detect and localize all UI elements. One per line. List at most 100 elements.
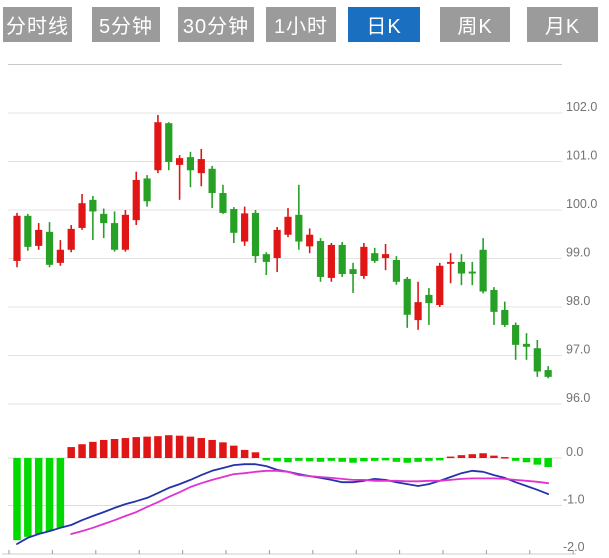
macd-histogram-bar [132,437,140,458]
candle-body [533,348,541,372]
macd-dea-line [70,469,550,535]
macd-histogram-bar [436,458,444,461]
macd-histogram-bar [327,458,336,461]
candle-body [24,215,32,247]
macd-histogram-bar [78,444,86,458]
candle-body [45,231,54,265]
macd-histogram-bar [522,458,531,463]
candle-body [425,294,433,304]
candle-body [251,212,260,257]
tab-1hour[interactable]: 1小时 [266,7,336,42]
candle-body [13,215,21,261]
macd-histogram-bar [251,452,260,458]
macd-histogram-bar [186,436,195,458]
interval-tabbar: 分时线 5分钟 30分钟 1小时 日K 周K 月K [0,0,609,49]
macd-histogram-bar [175,435,184,458]
candle-body [208,168,216,194]
candle-body [349,269,357,275]
macd-histogram-bar [56,458,65,528]
tab-30min[interactable]: 30分钟 [178,7,254,42]
tab-monthly[interactable]: 月K [527,7,598,42]
macd-histogram-bar [230,445,238,458]
macd-histogram-bar [67,447,75,458]
candle-body [468,271,476,274]
candle-body [78,203,86,228]
macd-histogram-bar [24,458,32,537]
macd-axis-label: -2.0 [563,540,585,554]
price-axis-label: 96.0 [566,391,590,405]
price-axis-label: 100.0 [566,197,597,211]
macd-histogram-bar [121,438,130,458]
candle-body [121,214,129,250]
macd-histogram-bar [208,439,216,458]
macd-histogram-bar [338,458,346,462]
candle-body [490,290,498,312]
macd-histogram-bar [544,458,552,468]
macd-histogram-bar [34,458,43,534]
macd-histogram-bar [262,458,271,461]
price-axis-label: 97.0 [566,343,590,357]
candle-body [381,254,390,259]
candle-body [165,123,173,162]
candle-body [241,213,249,242]
candle-body [262,254,270,262]
tab-5min[interactable]: 5分钟 [92,7,160,42]
candle-body [479,249,487,292]
candle-body [110,223,119,250]
price-axis-label: 98.0 [566,294,590,308]
macd-histogram-bar [165,435,173,458]
candle-body [306,234,314,247]
candle-body [230,209,238,233]
candle-body [186,157,195,171]
candle-body [414,302,422,321]
candle-body [360,246,368,276]
macd-histogram-bar [99,439,108,458]
tab-weekly[interactable]: 周K [440,7,510,42]
candle-body [67,228,75,250]
candle-body [403,278,411,315]
candle-body [436,265,444,306]
candle-body [371,253,379,261]
candle-body [143,178,151,202]
candle-body [457,261,466,274]
macd-histogram-bar [197,438,206,458]
candle-body [316,241,325,277]
candle-body [501,309,509,325]
candle-body [176,158,184,165]
macd-histogram-bar [381,458,390,461]
tab-timeline[interactable]: 分时线 [3,7,72,42]
macd-dif-line [16,463,550,545]
price-axis-label: 99.0 [566,246,590,260]
macd-histogram-bar [13,458,21,541]
candle-body [522,343,531,347]
macd-histogram-bar [295,458,303,461]
candle-body [447,261,455,264]
candle-body [197,159,205,174]
macd-histogram-bar [349,458,357,463]
candle-body [219,193,227,213]
macd-histogram-bar [240,449,249,458]
tab-daily[interactable]: 日K [348,7,420,42]
candle-body [56,249,64,263]
candle-body [100,213,108,224]
macd-histogram-bar [403,458,411,463]
candle-body [154,122,162,171]
macd-histogram-bar [392,458,401,462]
macd-histogram-bar [511,458,520,461]
macd-histogram-bar [316,458,325,462]
macd-histogram-bar [154,436,162,458]
macd-histogram-bar [110,439,119,458]
candle-body [284,216,292,235]
price-axis-label: 101.0 [566,149,597,163]
macd-histogram-bar [479,453,487,458]
macd-histogram-bar [45,458,54,532]
macd-histogram-bar [490,455,498,458]
candle-body [35,229,43,246]
macd-axis-label: -1.0 [563,493,585,507]
candle-body [273,229,281,259]
macd-histogram-bar [414,458,422,462]
macd-histogram-bar [273,458,281,462]
candle-body [295,214,303,242]
macd-histogram-bar [446,456,455,459]
